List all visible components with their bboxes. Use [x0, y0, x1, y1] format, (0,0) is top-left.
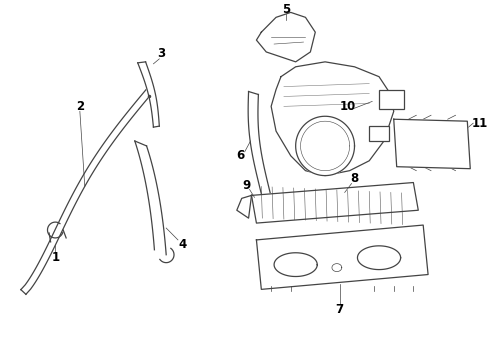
Polygon shape	[358, 246, 401, 270]
Text: 6: 6	[237, 149, 245, 162]
Polygon shape	[251, 183, 418, 223]
Polygon shape	[394, 119, 470, 169]
Text: 2: 2	[76, 100, 84, 113]
Text: 3: 3	[157, 48, 165, 60]
Bar	[379, 90, 404, 109]
Polygon shape	[256, 12, 315, 62]
Text: 10: 10	[340, 100, 356, 113]
Text: 9: 9	[243, 179, 251, 192]
Text: 11: 11	[472, 117, 488, 130]
Polygon shape	[256, 225, 428, 289]
Text: 8: 8	[350, 172, 359, 185]
Bar	[369, 126, 389, 141]
Polygon shape	[271, 62, 394, 176]
Polygon shape	[274, 253, 317, 276]
Polygon shape	[138, 62, 159, 127]
Polygon shape	[135, 141, 166, 255]
Polygon shape	[295, 116, 355, 176]
Polygon shape	[248, 91, 276, 218]
Text: 5: 5	[282, 3, 290, 16]
Text: 7: 7	[336, 303, 344, 316]
Text: 1: 1	[51, 251, 59, 264]
Text: 4: 4	[179, 238, 187, 251]
